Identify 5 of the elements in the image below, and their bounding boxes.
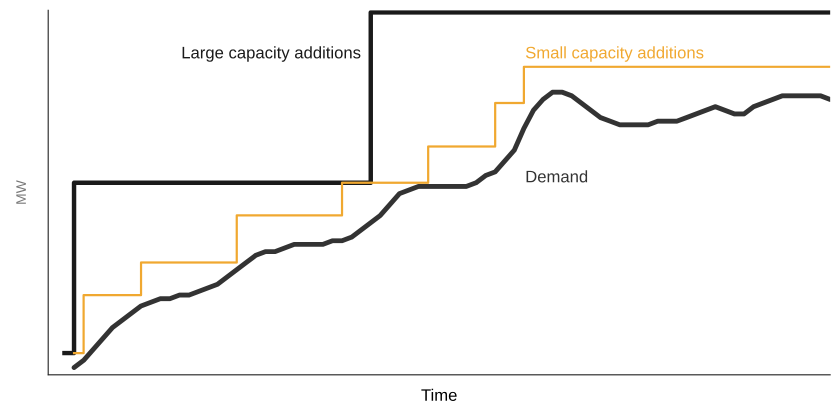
x-axis-title: Time bbox=[421, 388, 457, 401]
series-label: Large capacity additions bbox=[182, 46, 360, 62]
series-label: Small capacity additions bbox=[526, 46, 704, 62]
y-axis-title: MW bbox=[16, 180, 26, 204]
series-label: Demand bbox=[526, 170, 588, 182]
